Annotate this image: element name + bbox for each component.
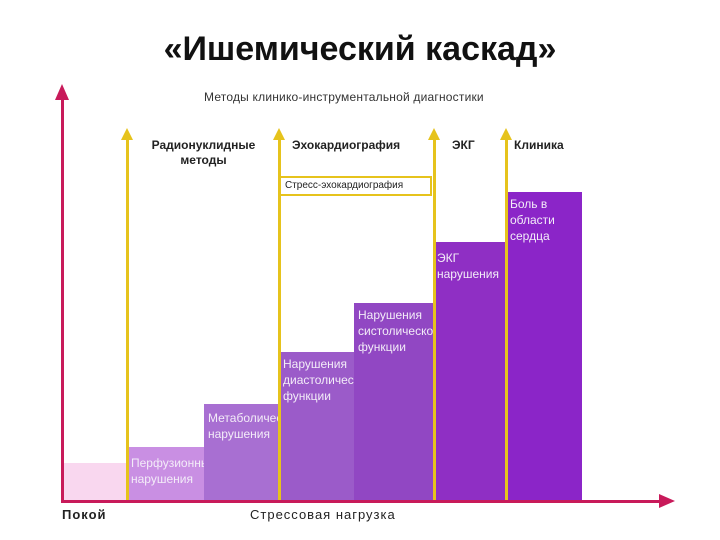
step-metabolic: Метаболические нарушения	[204, 404, 301, 500]
clinic-header: Клиника	[514, 138, 564, 152]
stress-echo-box: Стресс-эхокардиография	[279, 176, 432, 196]
step-ecg-label: ЭКГ нарушения	[437, 251, 499, 281]
radionuclide-line	[126, 138, 129, 500]
clinic-line	[505, 138, 508, 500]
stress-load-label: Стрессовая нагрузка	[250, 507, 396, 522]
slide-title: «Ишемический каскад»	[163, 30, 557, 68]
step-perfusion-label: Перфузионные нарушения	[131, 456, 217, 486]
rest-block	[64, 463, 127, 500]
radionuclide-arrow	[121, 128, 133, 140]
y-axis	[61, 98, 64, 503]
step-systolic: Нарушения систолической функции	[354, 303, 440, 500]
echo-line	[278, 138, 281, 500]
ecg-header: ЭКГ	[452, 138, 475, 152]
radionuclide-header: Радионуклидные методы	[151, 138, 256, 167]
ecg-arrow	[428, 128, 440, 140]
clinic-arrow	[500, 128, 512, 140]
step-systolic-label: Нарушения систолической функции	[358, 308, 440, 354]
step-diastolic: Нарушения диастолической функции	[279, 352, 373, 500]
diagnostics-header: Методы клинико-инструментальной диагност…	[204, 90, 484, 104]
x-axis-arrow	[659, 494, 675, 508]
step-ecg: ЭКГ нарушения	[434, 242, 506, 500]
echo-header: Эхокардиография	[292, 138, 401, 152]
echo-arrow	[273, 128, 285, 140]
ecg-line	[433, 138, 436, 500]
step-pain: Боль в области сердца	[506, 192, 582, 500]
step-diastolic-label: Нарушения диастолической функции	[283, 357, 373, 403]
y-axis-arrow	[55, 84, 69, 100]
rest-label: Покой	[62, 507, 107, 522]
step-perfusion: Перфузионные нарушения	[127, 447, 216, 500]
step-metabolic-label: Метаболические нарушения	[208, 411, 301, 441]
x-axis	[61, 500, 661, 503]
step-pain-label: Боль в области сердца	[510, 197, 555, 243]
